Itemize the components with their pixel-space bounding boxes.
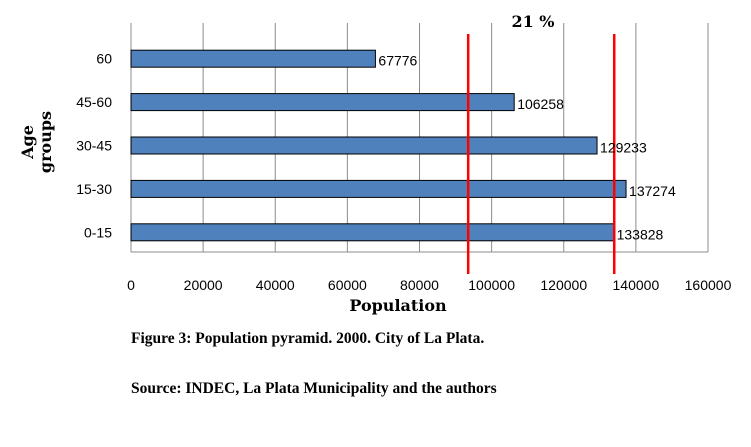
y-tick-label: 45-60	[76, 94, 112, 110]
bar	[130, 179, 627, 198]
y-tick-label: 60	[96, 51, 112, 67]
x-tick-label: 140000	[613, 277, 660, 293]
y-axis-title: Agegroups	[18, 111, 55, 173]
data-label: 129233	[600, 140, 647, 156]
x-tick-label: 20000	[184, 277, 223, 293]
bar	[130, 136, 598, 155]
data-label: 106258	[517, 96, 564, 112]
x-tick-label: 100000	[468, 277, 515, 293]
y-axis-title-line: groups	[36, 111, 55, 173]
x-tick-label: 80000	[400, 277, 439, 293]
bar	[130, 49, 376, 68]
bar	[130, 223, 615, 242]
x-axis-title: Population	[349, 296, 447, 315]
data-label: 133828	[617, 226, 664, 242]
data-label: 67776	[378, 53, 417, 69]
y-tick-label: 15-30	[76, 181, 112, 197]
x-tick-label: 40000	[256, 277, 295, 293]
y-tick-label: 30-45	[76, 138, 112, 154]
data-label: 137274	[629, 183, 676, 199]
annotation-label: 21 %	[511, 12, 554, 31]
y-tick-label: 0-15	[84, 224, 112, 240]
data-labels: 67776 106258 129233 137274 133828	[378, 53, 676, 243]
y-axis-title-line: Age	[18, 125, 37, 160]
x-tick-label: 0	[127, 277, 135, 293]
bar	[130, 93, 515, 112]
bars	[130, 49, 627, 242]
x-tick-label: 120000	[540, 277, 587, 293]
tick-labels: 0 20000 40000 60000 80000 100000 120000 140000 1…	[76, 51, 731, 293]
x-tick-label: 160000	[685, 277, 732, 293]
source-caption: Source: INDEC, La Plata Municipality and…	[131, 380, 497, 397]
figure-caption: Figure 3: Population pyramid. 2000. City…	[131, 330, 485, 347]
x-tick-label: 60000	[328, 277, 367, 293]
annotation-lines	[466, 34, 616, 274]
